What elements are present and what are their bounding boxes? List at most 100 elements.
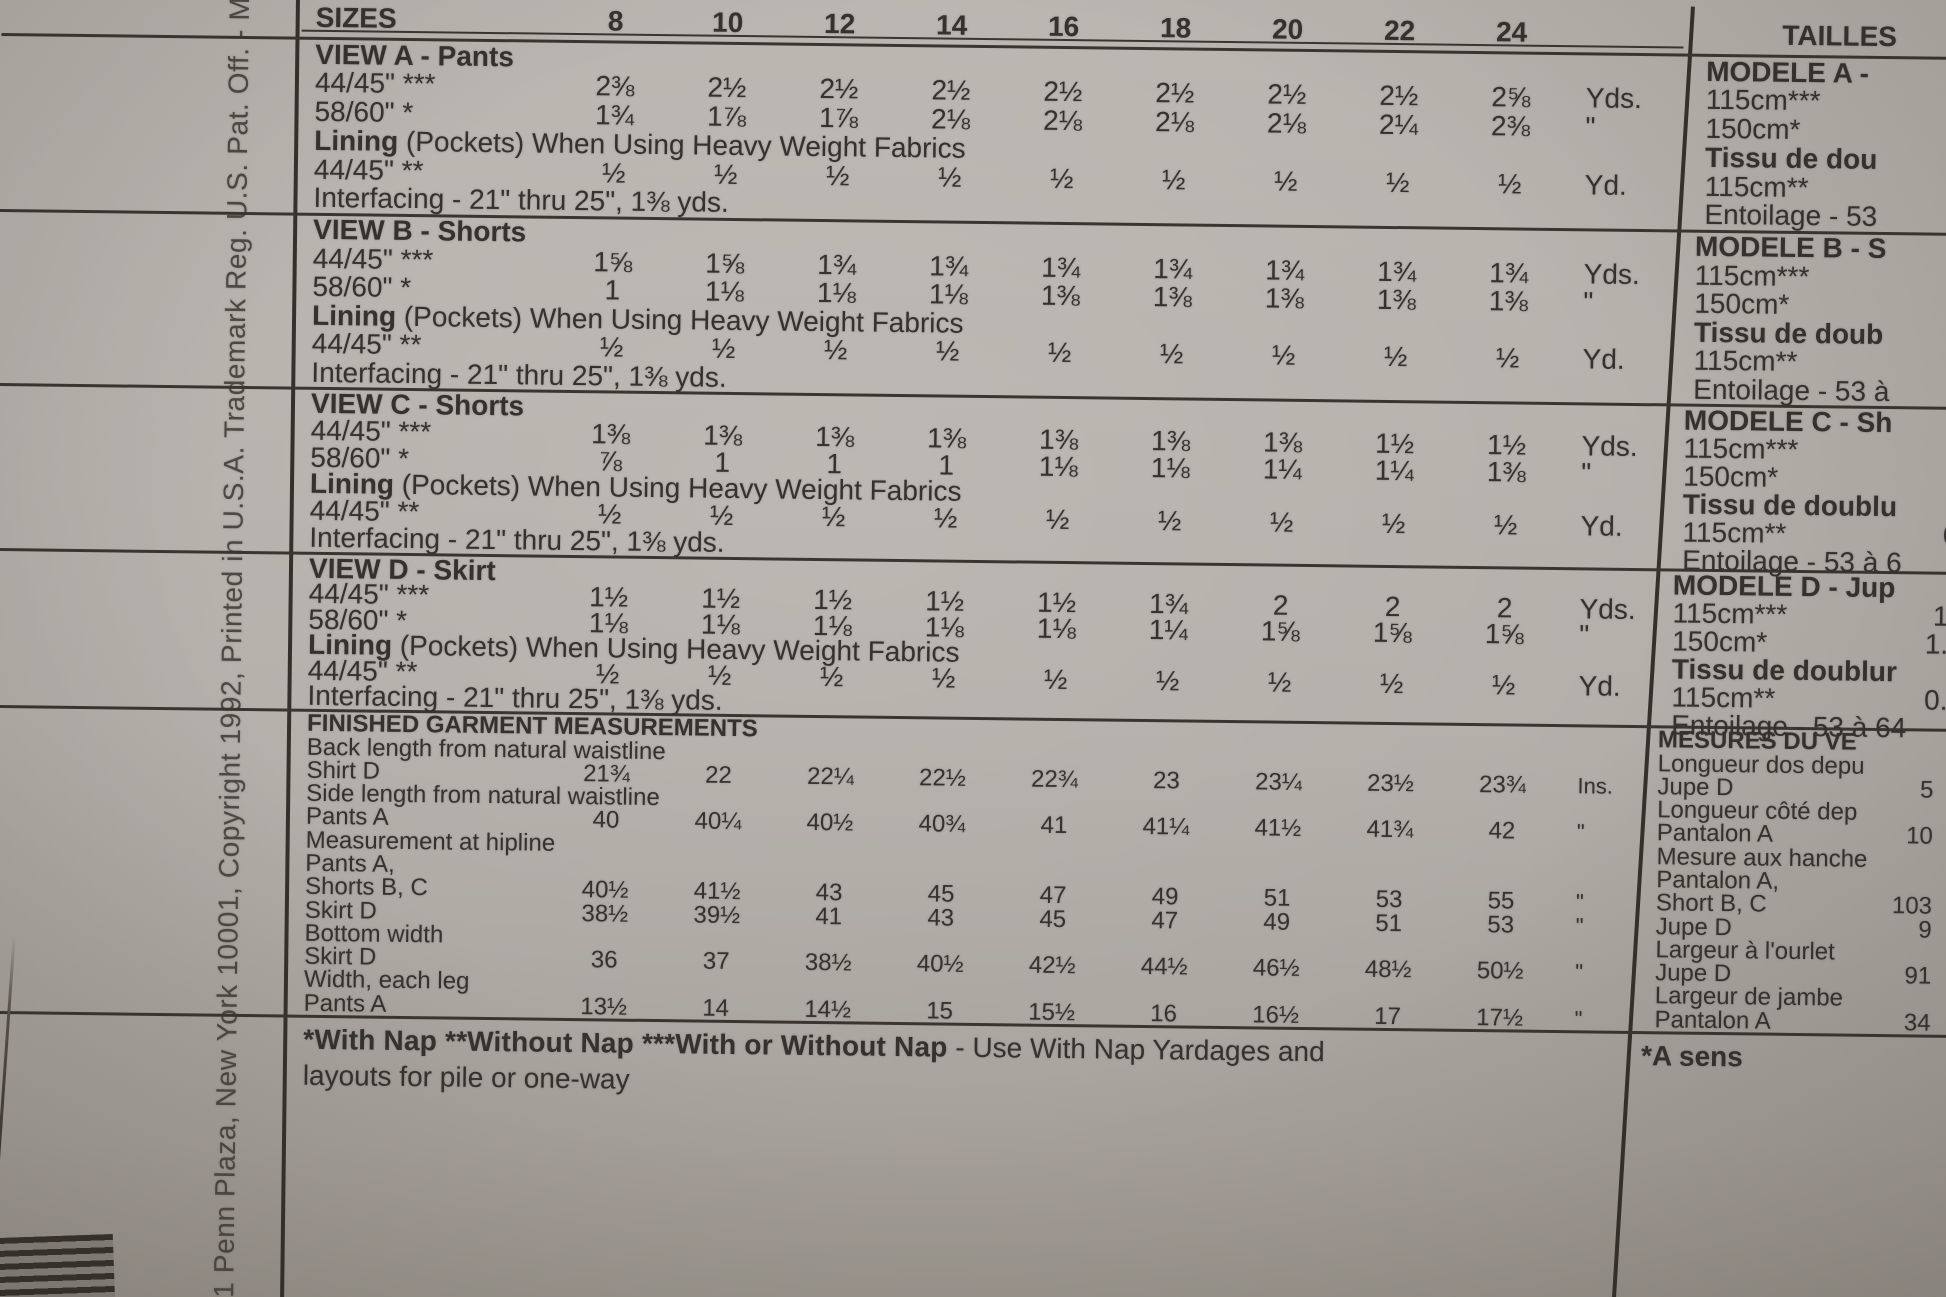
size-value: 1¾ [1148,588,1189,620]
size-value: 46½ [1252,954,1300,983]
fabric-width-label: 44/45" ** [307,654,418,687]
size-value: 1 [604,274,621,306]
french-panel: MODELE C - Sh 115cm*** 150cm* Tissu de d… [1682,405,1946,579]
size-value: 42 [1488,817,1516,845]
size-value: 23½ [1366,769,1414,798]
french-value: 34 [1903,1008,1931,1037]
size-value: 2⅝ [1491,81,1531,114]
size-value: 1⅝ [1372,616,1412,648]
size-value: 40½ [581,876,629,904]
size-value: 40 [592,806,620,835]
paper-edge-stripes [0,1233,116,1297]
size-value: 20 [1271,13,1304,45]
size-value: 16½ [1252,1001,1300,1029]
view-c-section: VIEW C - Shorts 44/45" *** Yds. 1⅜ 1⅜ 1⅜ 1⅜… [0,385,1946,579]
size-value: 1⅝ [1260,615,1300,647]
size-value: ½ [711,332,736,365]
size-value: 1 [938,449,955,481]
size-value: ½ [819,660,844,693]
size-value: 1⅜ [1486,455,1526,488]
size-value: 2½ [707,72,747,104]
size-value: 1⅜ [1040,279,1081,312]
size-value: 13½ [580,992,628,1021]
size-value: 17½ [1476,1003,1524,1032]
tailles-label: TAILLES [1782,19,1898,52]
size-value: 2 [1496,592,1513,624]
french-line: Pantalon A 34 [1654,1006,1931,1037]
size-value: 1¾ [929,250,969,282]
size-value: 1½ [589,581,629,613]
size-value: 23¾ [1478,770,1526,799]
size-value: 1⅛ [1036,612,1076,644]
size-value: 1½ [701,582,741,615]
size-value: 40½ [916,950,964,978]
size-value: 41 [1040,812,1068,840]
view-a-table: VIEW A - Pants 44/45" *** Yds. 2⅜ 2½ 2½ 2½ 2… [299,39,1691,230]
size-value: ½ [935,335,960,367]
unit-label: " [1585,111,1596,143]
unit-label: " [1583,286,1594,318]
size-value: 1⅝ [593,246,633,278]
size-value: 43 [815,879,843,907]
french-value: 0. [1923,684,1946,716]
size-value: ½ [1497,167,1522,200]
size-value: 1⅝ [1484,617,1524,650]
size-value: 2¼ [1378,108,1419,141]
french-label: 150cm* [1683,460,1779,493]
size-value: 49 [1151,883,1179,911]
size-value: 23¼ [1254,768,1302,796]
size-value: 1¾ [594,99,635,131]
french-value: 9 [1918,916,1932,944]
size-value: ½ [707,659,732,691]
view-d-table: VIEW D - Skirt 44/45" *** Yds. 1½ 1½ 1½ 1½ 1… [293,552,1685,726]
unit-label: Yds. [1579,593,1636,626]
nap-usage: - Use With Nap Yardages and [947,1031,1325,1068]
nap-terms: *With Nap **Without Nap ***With or Witho… [303,1023,948,1063]
size-value: ½ [1495,342,1520,374]
french-value: 1 [1932,600,1946,632]
french-nap-footnote: *A sens [1640,1040,1744,1073]
finished-measurements-section: FINISHED GARMENT MEASUREMENTS Back lengt… [0,707,1946,1040]
size-value: 2½ [1267,78,1307,111]
size-value: 10 [711,6,744,38]
garment-label: Skirt D [304,896,377,925]
size-value: ½ [1385,166,1410,198]
lining-word: Lining [314,124,399,157]
size-value: 1⅛ [816,277,857,309]
size-value: 1¾ [1489,257,1529,289]
size-value: ½ [595,658,620,690]
french-panel: MODELE D - Jup 115cm*** 1 150cm* 1. Tissu … [1671,569,1946,743]
size-value: 40¾ [918,810,966,839]
size-value: 51 [1263,884,1291,913]
garment-label: Shirt D [306,756,381,785]
size-value: ½ [823,334,848,366]
size-value: ½ [597,498,622,530]
nap-footnote-line2: layouts for pile or one-way [302,1059,630,1095]
lining-word: Lining [311,299,397,332]
french-label: 115cm** [1682,516,1787,549]
size-value: 1¼ [1148,613,1188,646]
size-value: 1⅝ [705,247,745,279]
unit-label: Yd. [1578,670,1621,702]
size-value: 1½ [1036,586,1077,619]
fabric-width-label: 58/60" * [312,271,412,304]
french-label: 150cm* [1672,625,1768,658]
size-value: 38½ [581,899,629,928]
size-value: 1⅛ [1038,450,1078,482]
finished-measurements-table: FINISHED GARMENT MEASUREMENTS Back lengt… [290,710,1684,1032]
size-value: 1⅜ [1488,285,1529,317]
size-value: 1½ [1374,427,1415,459]
size-value: 17 [1374,1002,1402,1030]
french-value: 103 [1891,892,1933,920]
french-label: 115cm*** [1683,432,1799,465]
french-panel: MODELE A - 115cm*** 150cm* Tissu de dou … [1704,56,1946,233]
unit-label: " [1575,959,1584,985]
size-value: 1 [826,447,843,479]
size-value: ½ [1383,341,1408,373]
size-value: 22 [1383,14,1416,46]
unit-label: " [1581,456,1592,488]
garment-label: Pants A [305,803,389,832]
size-value: 1 [714,446,731,478]
